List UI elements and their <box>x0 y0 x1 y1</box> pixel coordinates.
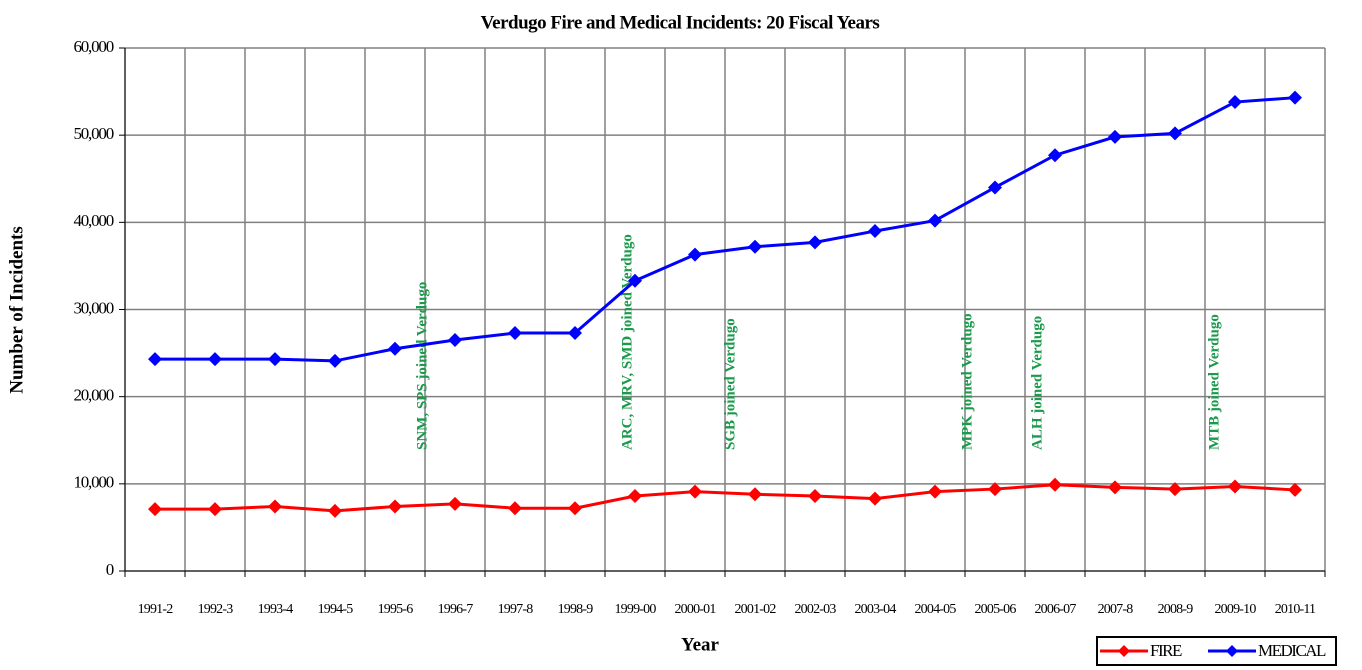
x-tick-label: 1999-00 <box>614 602 656 617</box>
x-tick-label: 1991-2 <box>138 602 174 617</box>
x-tick-label: 2001-02 <box>734 602 776 617</box>
marker <box>868 491 882 506</box>
x-tick-label: 2004-05 <box>914 602 956 617</box>
y-tick-label: 40,000 <box>73 211 113 230</box>
y-axis-title: Number of Incidents <box>6 226 27 394</box>
annotation: ARC, MRV, SMD joined Verdugo <box>619 234 635 450</box>
x-tick-label: 2003-04 <box>854 602 896 617</box>
x-tick-label: 1992-3 <box>198 602 234 617</box>
x-tick-label: 1994-5 <box>318 602 354 617</box>
x-tick-label: 2002-03 <box>794 602 836 617</box>
marker <box>1288 90 1302 105</box>
marker <box>268 352 282 367</box>
x-tick-label: 2005-06 <box>974 602 1016 617</box>
marker <box>1168 126 1182 141</box>
marker <box>1048 477 1062 492</box>
marker <box>148 352 162 367</box>
legend-label: MEDICAL <box>1258 641 1326 660</box>
marker <box>688 247 702 262</box>
legend-label: FIRE <box>1150 641 1182 660</box>
y-tick-label: 0 <box>106 560 114 579</box>
marker <box>1108 129 1122 144</box>
marker <box>208 502 222 517</box>
marker <box>1228 479 1242 494</box>
legend-marker <box>1118 645 1130 657</box>
x-tick-label: 2008-9 <box>1158 602 1194 617</box>
marker <box>508 501 522 516</box>
annotation: SNM, SPS joined Verdugo <box>414 282 430 450</box>
marker <box>508 326 522 341</box>
y-tick-label: 50,000 <box>73 124 113 143</box>
x-tick-label: 1995-6 <box>378 602 414 617</box>
marker <box>268 499 282 514</box>
x-tick-label: 2000-01 <box>674 602 716 617</box>
marker <box>1228 95 1242 110</box>
x-tick-label: 1997-8 <box>498 602 534 617</box>
x-tick-label: 2010-11 <box>1275 602 1316 617</box>
marker <box>628 273 642 288</box>
marker <box>1048 148 1062 163</box>
marker <box>628 489 642 504</box>
marker <box>388 341 402 356</box>
marker <box>1168 482 1182 497</box>
marker <box>748 487 762 502</box>
x-axis-title: Year <box>681 634 720 655</box>
marker <box>988 180 1002 195</box>
series-line <box>155 96 1296 363</box>
x-tick-label: 1993-4 <box>258 602 294 617</box>
marker <box>1288 482 1302 497</box>
marker <box>148 502 162 517</box>
marker <box>868 224 882 239</box>
marker <box>568 326 582 341</box>
x-tick-label: 1996-7 <box>438 602 474 617</box>
marker <box>328 503 342 518</box>
marker <box>928 484 942 499</box>
x-tick-label: 2009-10 <box>1214 602 1256 617</box>
marker <box>988 482 1002 497</box>
marker <box>388 499 402 514</box>
y-tick-label: 20,000 <box>73 386 113 405</box>
marker <box>928 213 942 228</box>
y-tick-label: 30,000 <box>73 298 113 317</box>
marker <box>448 496 462 511</box>
x-tick-label: 2007-8 <box>1098 602 1134 617</box>
annotation: SGB joined Verdugo <box>722 318 738 450</box>
series-line <box>155 483 1296 513</box>
annotation: MTB joined Verdugo <box>1206 314 1222 450</box>
legend-marker <box>1226 645 1238 657</box>
marker <box>808 235 822 250</box>
x-tick-label: 2006-07 <box>1034 602 1076 617</box>
y-tick-label: 60,000 <box>73 37 113 56</box>
y-tick-label: 10,000 <box>73 473 113 492</box>
marker <box>1108 480 1122 495</box>
marker <box>688 484 702 499</box>
marker <box>748 239 762 254</box>
annotation: MPK joined Verdugo <box>959 313 975 450</box>
annotation: ALH joined Verdugo <box>1029 316 1045 450</box>
marker <box>808 489 822 504</box>
marker <box>328 353 342 368</box>
chart-title: Verdugo Fire and Medical Incidents: 20 F… <box>481 12 880 33</box>
x-tick-label: 1998-9 <box>558 602 594 617</box>
marker <box>208 352 222 367</box>
marker <box>568 501 582 516</box>
marker <box>448 333 462 348</box>
